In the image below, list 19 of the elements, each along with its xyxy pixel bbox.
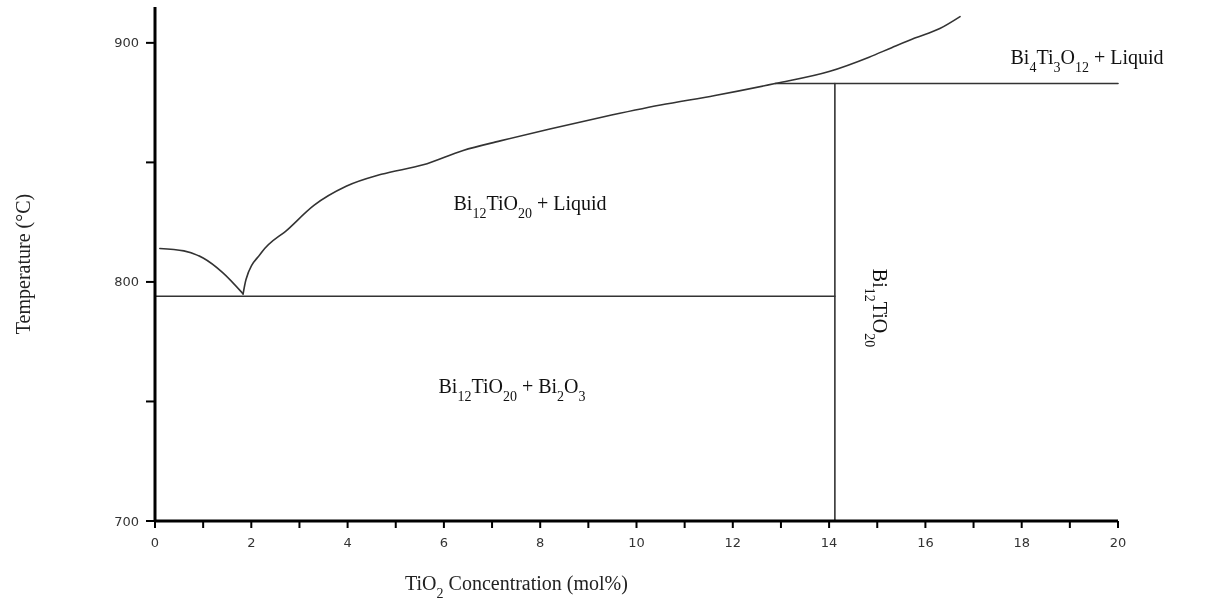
x-tick-label: 6 [439, 535, 449, 550]
x-tick-label: 4 [343, 535, 352, 550]
y-tick-label: 800 [114, 274, 139, 290]
x-axis-title: TiO$_{2}$ Concentration (mol%) [405, 572, 628, 601]
annotation: Bi$_{12}$TiO$_{20}$ + Liquid [453, 192, 607, 221]
y-axis-title: Temperature (°C) [12, 193, 35, 335]
x-tick-label: 12 [724, 535, 742, 550]
x-tick-label: 2 [247, 535, 256, 550]
y-tick-label: 700 [114, 513, 139, 529]
x-tick-label: 16 [917, 535, 934, 550]
x-tick-label: 8 [536, 535, 545, 550]
x-tick-label: 18 [1013, 535, 1030, 550]
y-tick-label: 900 [114, 35, 139, 51]
x-tick-label: 14 [820, 535, 838, 550]
x-tick-label: 10 [628, 535, 645, 550]
annotation: Bi$_{4}$Ti$_{3}$O$_{12}$ + Liquid [1010, 46, 1164, 75]
x-tick-label: 20 [1109, 535, 1127, 550]
annotation: Bi$_{12}$TiO$_{20}$ + Bi$_{2}$O$_{3}$ [438, 375, 586, 404]
x-tick-label: 0 [150, 535, 160, 550]
